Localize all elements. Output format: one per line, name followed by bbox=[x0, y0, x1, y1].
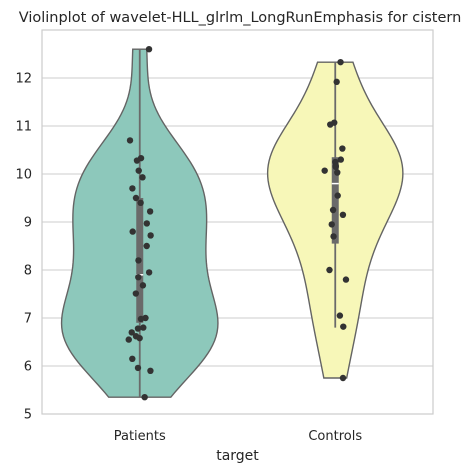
data-point bbox=[125, 336, 132, 343]
data-point bbox=[330, 233, 337, 240]
data-point bbox=[329, 206, 337, 214]
y-tick-label: 5 bbox=[24, 408, 32, 423]
y-tick-label: 10 bbox=[15, 168, 32, 183]
data-point bbox=[129, 185, 136, 192]
data-point bbox=[339, 145, 346, 152]
data-point bbox=[137, 199, 144, 206]
y-tick-label: 8 bbox=[24, 264, 32, 279]
iqr-box bbox=[331, 157, 339, 244]
data-point bbox=[143, 220, 151, 227]
plot-frame bbox=[41, 29, 434, 415]
data-point bbox=[146, 208, 154, 215]
data-point bbox=[339, 374, 347, 382]
violins bbox=[60, 48, 404, 398]
data-point bbox=[128, 329, 135, 336]
data-point bbox=[141, 394, 148, 401]
data-point bbox=[143, 242, 150, 250]
data-point bbox=[328, 221, 335, 228]
data-point bbox=[321, 167, 328, 174]
data-point bbox=[145, 269, 153, 276]
y-tick-label: 6 bbox=[24, 360, 32, 375]
data-point bbox=[145, 46, 153, 53]
data-points bbox=[125, 46, 350, 401]
data-point bbox=[333, 78, 340, 86]
data-point bbox=[139, 174, 146, 181]
data-point bbox=[129, 228, 136, 235]
x-tick-labels: Patients Controls bbox=[114, 429, 363, 444]
data-point bbox=[134, 364, 142, 372]
y-tick-label: 7 bbox=[24, 312, 32, 327]
data-point bbox=[326, 266, 333, 274]
y-tick-label: 11 bbox=[15, 120, 32, 135]
data-point bbox=[135, 274, 142, 281]
data-point bbox=[147, 367, 154, 374]
data-point bbox=[126, 137, 134, 144]
data-point bbox=[339, 211, 347, 218]
y-tick-label: 12 bbox=[15, 72, 32, 87]
x-axis-label: target bbox=[216, 448, 259, 464]
data-point bbox=[140, 324, 147, 331]
y-tick-label: 9 bbox=[24, 216, 32, 231]
data-point bbox=[136, 334, 143, 342]
data-point bbox=[340, 323, 347, 330]
data-point bbox=[337, 156, 345, 163]
data-point bbox=[129, 355, 136, 362]
data-point bbox=[342, 276, 350, 283]
data-point bbox=[133, 157, 141, 164]
x-tick-label: Patients bbox=[114, 429, 166, 444]
data-point bbox=[337, 58, 344, 66]
data-point bbox=[147, 232, 154, 239]
data-point bbox=[327, 121, 334, 128]
data-point bbox=[336, 312, 344, 319]
x-tick-label: Controls bbox=[308, 429, 362, 444]
data-point bbox=[132, 194, 140, 202]
data-point bbox=[334, 192, 341, 199]
data-point bbox=[132, 290, 140, 297]
chart-title: Violinplot of wavelet-HLL_glrlm_LongRunE… bbox=[19, 10, 462, 26]
y-tick-labels: 5 6 7 8 9 10 11 12 bbox=[15, 72, 32, 423]
data-point bbox=[135, 257, 142, 264]
data-point bbox=[135, 167, 142, 174]
data-point bbox=[137, 315, 145, 323]
data-point bbox=[134, 325, 142, 332]
data-point bbox=[334, 169, 341, 176]
data-point bbox=[332, 163, 339, 170]
data-point bbox=[139, 282, 147, 289]
